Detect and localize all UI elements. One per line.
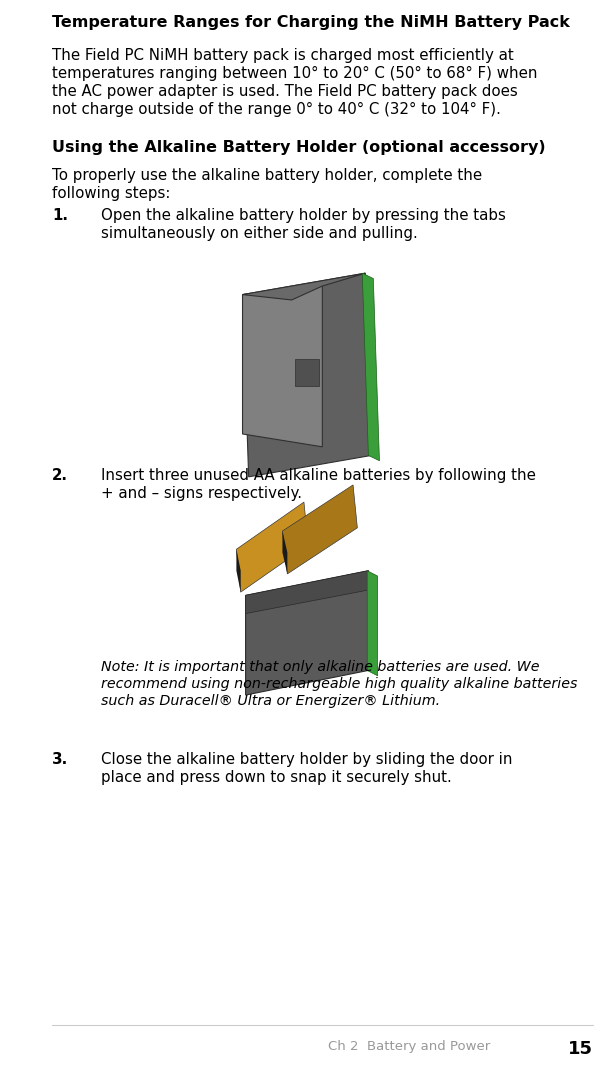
Text: place and press down to snap it securely shut.: place and press down to snap it securely… (101, 770, 452, 785)
Polygon shape (243, 273, 365, 300)
Polygon shape (243, 273, 371, 477)
Polygon shape (243, 286, 322, 447)
Text: Using the Alkaline Battery Holder (optional accessory): Using the Alkaline Battery Holder (optio… (52, 140, 546, 155)
Polygon shape (282, 531, 287, 574)
Text: Insert three unused AA alkaline batteries by following the: Insert three unused AA alkaline batterie… (101, 468, 536, 483)
Text: 2.: 2. (52, 468, 68, 483)
Text: 1.: 1. (52, 208, 68, 223)
Polygon shape (362, 273, 379, 461)
Text: 15: 15 (567, 1040, 593, 1058)
Text: temperatures ranging between 10° to 20° C (50° to 68° F) when: temperatures ranging between 10° to 20° … (52, 66, 538, 81)
Text: To properly use the alkaline battery holder, complete the: To properly use the alkaline battery hol… (52, 168, 483, 183)
Text: Open the alkaline battery holder by pressing the tabs: Open the alkaline battery holder by pres… (101, 208, 506, 223)
Text: not charge outside of the range 0° to 40° C (32° to 104° F).: not charge outside of the range 0° to 40… (52, 102, 501, 117)
Text: such as Duracell® Ultra or Energizer® Lithium.: such as Duracell® Ultra or Energizer® Li… (101, 694, 440, 708)
Text: Close the alkaline battery holder by sliding the door in: Close the alkaline battery holder by sli… (101, 751, 513, 766)
Polygon shape (246, 570, 368, 695)
Text: Ch 2: Ch 2 (328, 1040, 359, 1053)
Bar (295, 359, 319, 386)
Text: simultaneously on either side and pulling.: simultaneously on either side and pullin… (101, 226, 418, 241)
Text: 3.: 3. (52, 751, 68, 766)
Polygon shape (246, 570, 368, 613)
Polygon shape (282, 485, 357, 574)
Text: following steps:: following steps: (52, 187, 171, 202)
Text: Temperature Ranges for Charging the NiMH Battery Pack: Temperature Ranges for Charging the NiMH… (52, 15, 570, 30)
Polygon shape (236, 549, 241, 592)
Text: + and – signs respectively.: + and – signs respectively. (101, 486, 302, 501)
Polygon shape (367, 570, 378, 675)
Text: the AC power adapter is used. The Field PC battery pack does: the AC power adapter is used. The Field … (52, 84, 518, 99)
Text: recommend using non-rechargeable high quality alkaline batteries: recommend using non-rechargeable high qu… (101, 678, 578, 691)
Text: Note: It is important that only alkaline batteries are used. We: Note: It is important that only alkaline… (101, 660, 540, 674)
Polygon shape (236, 502, 308, 592)
Text: The Field PC NiMH battery pack is charged most efficiently at: The Field PC NiMH battery pack is charge… (52, 48, 514, 63)
Text: Battery and Power: Battery and Power (367, 1040, 490, 1053)
